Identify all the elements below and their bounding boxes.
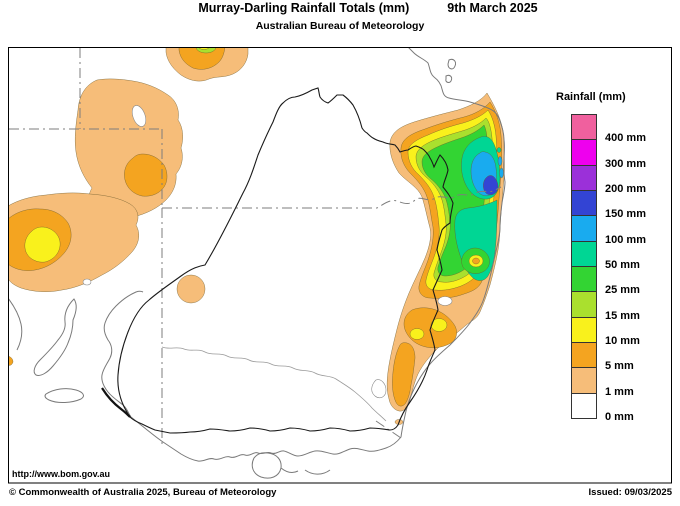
bom-url: http://www.bom.gov.au [12,469,110,479]
map-frame [8,47,672,484]
contour-northwest-blob-core [124,153,168,197]
legend-swatch [571,341,597,369]
legend-swatch [571,265,597,293]
legend-title: Rainfall (mm) [556,91,626,103]
coastline-kangaroo-island [44,388,84,403]
legend-label: 100 mm [605,233,646,246]
legend-label: 150 mm [605,208,646,221]
coastline [9,48,506,479]
contour-island-speck-1 [496,147,502,153]
contour-northwest-blob-hole [131,105,147,127]
legend-swatch [571,114,597,141]
legend-label: 0 mm [605,410,634,423]
legend-swatch [571,316,597,343]
contour-left-edge-speck [9,356,14,366]
contour-blue-core [483,175,499,196]
legend-swatch [571,367,597,394]
coastline-spencer-gulf [9,298,23,351]
legend-swatch [571,189,597,217]
coastline-mainland [101,48,506,462]
contour-north-blob-a-yellow [198,48,210,50]
legend-label: 400 mm [605,132,646,145]
contour-donut-orange [472,257,480,265]
legend-label: 10 mm [605,334,640,347]
contour-south-yellow-1 [430,318,448,332]
contour-small-round-blob [176,274,206,304]
issued-date: Issued: 09/03/2025 [588,487,672,498]
contour-west-blob-hole [82,278,92,286]
legend-label: 1 mm [605,385,634,398]
legend-label: 5 mm [605,360,634,373]
map-date: 9th March 2025 [447,1,538,15]
legend-swatch [571,164,597,191]
legend-label: 50 mm [605,258,640,271]
map-title: Murray-Darling Rainfall Totals (mm) [198,1,410,15]
contour-north-blob-a-core [178,48,225,70]
murray-river [161,346,387,422]
coastline-phillip-island [280,467,331,475]
murray-mouth [101,387,131,418]
copyright-notice: © Commonwealth of Australia 2025, Bureau… [9,487,277,498]
legend-swatch [571,139,597,166]
legend-label: 15 mm [605,309,640,322]
lake-southeast [371,379,387,399]
coastline-yorke-peninsula [33,298,77,376]
contour-hole-band [437,296,453,306]
legend-label: 300 mm [605,157,646,170]
contour-west-blob-yellow [24,226,61,263]
legend-label: 25 mm [605,284,640,297]
contour-island-speck-2 [497,156,503,166]
coastline-fraser-islands [445,58,456,83]
page-title: Murray-Darling Rainfall Totals (mm) 9th … [56,1,680,15]
legend-swatch [571,240,597,267]
murray-darling-basin-boundary [117,87,454,434]
rivers [161,346,387,422]
legend-swatch [571,291,597,318]
legend-label: 200 mm [605,182,646,195]
rainfall-contours [9,48,505,425]
contour-south-orange-tail [392,342,416,407]
legend-swatch [571,215,597,242]
map-subtitle: Australian Bureau of Meteorology [255,20,425,32]
contour-south-yellow-2 [409,328,425,340]
legend-swatch [571,392,597,419]
